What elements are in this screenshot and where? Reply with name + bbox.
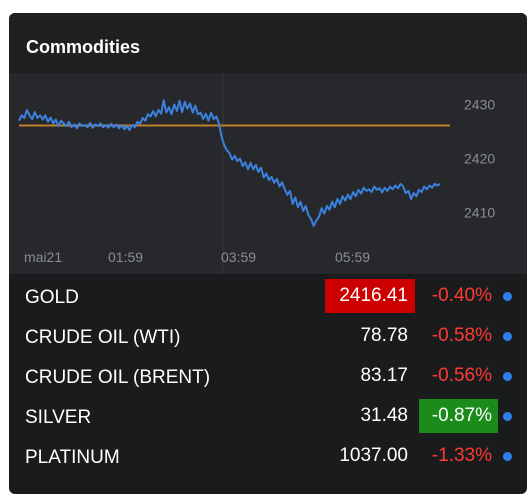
y-tick-label: 2430: [464, 97, 495, 113]
commodity-name: GOLD: [25, 287, 79, 308]
y-tick-label: 2420: [464, 151, 495, 167]
commodity-name: PLATINUM: [25, 447, 120, 468]
commodity-price: 2416.41: [325, 279, 415, 313]
commodities-widget: Commodities 2430 2420 2410 mai21 01:59 0…: [9, 13, 527, 494]
price-chart-svg: 2430 2420 2410 mai21 01:59 03:59 05:59: [18, 73, 495, 274]
widget-title: Commodities: [26, 37, 141, 57]
commodity-price: 83.17: [360, 365, 408, 386]
list-item-crude-oil-wti[interactable]: CRUDE OIL (WTI) 78.78 -0.58%: [9, 319, 527, 355]
x-tick-label: 05:59: [335, 249, 370, 265]
commodity-change: -0.56%: [431, 365, 492, 386]
status-dot-icon: [503, 372, 512, 381]
status-dot-icon: [503, 332, 512, 341]
commodity-change: -0.58%: [431, 325, 492, 346]
commodity-price: 78.78: [360, 325, 408, 346]
price-line: [18, 99, 441, 227]
widget-header: Commodities: [9, 13, 527, 73]
commodity-price: 1037.00: [339, 445, 408, 466]
list-item-platinum[interactable]: PLATINUM 1037.00 -1.33%: [9, 439, 527, 475]
status-dot-icon: [503, 412, 512, 421]
commodity-change: -1.33%: [431, 445, 492, 466]
x-tick-label: 01:59: [108, 249, 143, 265]
status-dot-icon: [503, 452, 512, 461]
commodity-name: SILVER: [25, 407, 92, 428]
commodity-change: -0.87%: [419, 399, 498, 433]
commodity-price: 31.48: [360, 405, 408, 426]
y-tick-label: 2410: [464, 205, 495, 221]
x-tick-label: mai21: [24, 249, 62, 265]
commodity-name: CRUDE OIL (BRENT): [25, 367, 211, 388]
price-chart[interactable]: 2430 2420 2410 mai21 01:59 03:59 05:59: [9, 73, 527, 274]
list-item-crude-oil-brent[interactable]: CRUDE OIL (BRENT) 83.17 -0.56%: [9, 359, 527, 395]
commodity-name: CRUDE OIL (WTI): [25, 327, 181, 348]
x-tick-label: 03:59: [221, 249, 256, 265]
status-dot-icon: [503, 292, 512, 301]
commodity-change: -0.40%: [431, 285, 492, 306]
list-item-gold[interactable]: GOLD 2416.41 -0.40%: [9, 279, 527, 315]
list-item-silver[interactable]: SILVER 31.48 -0.87%: [9, 399, 527, 435]
